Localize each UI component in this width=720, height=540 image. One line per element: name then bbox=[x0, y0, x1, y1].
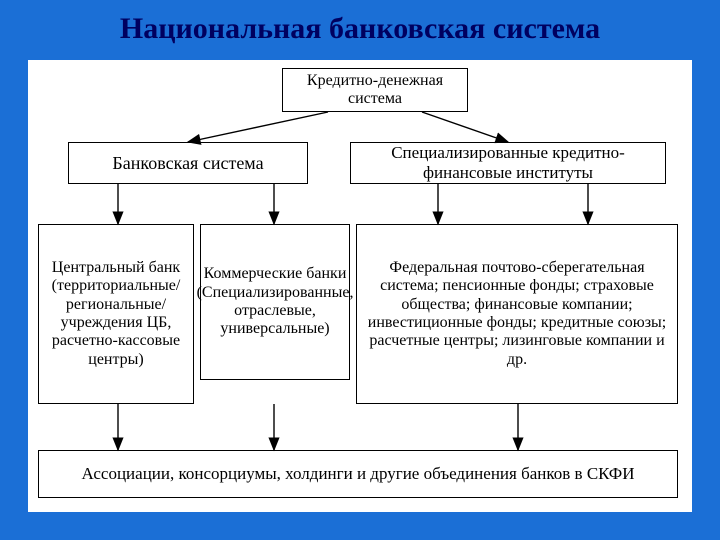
slide-title: Национальная банковская система bbox=[0, 12, 720, 46]
diagram-area: Кредитно-денежная система Банковская сис… bbox=[28, 60, 692, 512]
box-skfi: Специализированные кредитно-финансовые и… bbox=[350, 142, 666, 184]
box-assoc: Ассоциации, консорциумы, холдинги и друг… bbox=[38, 450, 678, 498]
box-fed: Федеральная почтово-сберегательная систе… bbox=[356, 224, 678, 404]
box-bank: Банковская система bbox=[68, 142, 308, 184]
slide: Национальная банковская система Кредитно… bbox=[0, 0, 720, 540]
box-root: Кредитно-денежная система bbox=[282, 68, 468, 112]
box-comm: Коммерческие банки (Специализированные, … bbox=[200, 224, 350, 380]
box-cb: Центральный банк (территориальные/регион… bbox=[38, 224, 194, 404]
